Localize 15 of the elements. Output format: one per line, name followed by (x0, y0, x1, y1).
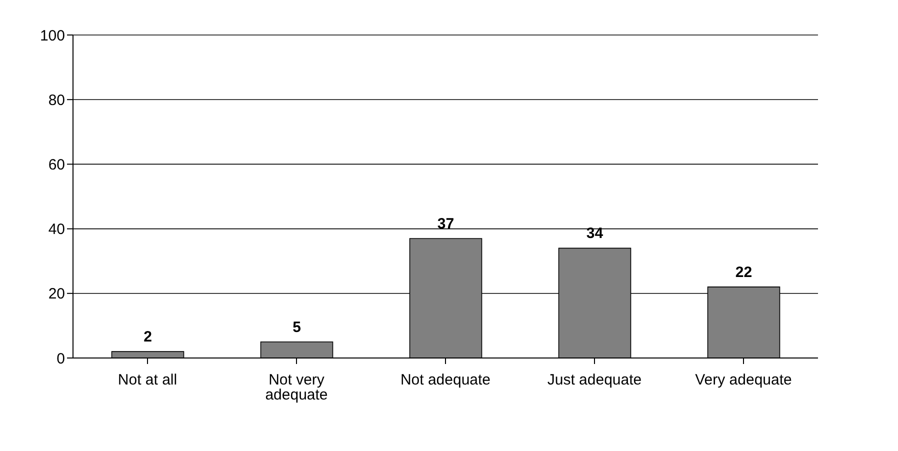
y-tick-label: 80 (48, 92, 65, 109)
y-tick-label: 40 (48, 221, 65, 238)
y-tick-label: 60 (48, 156, 65, 174)
x-tick-label: Not adequate (400, 372, 491, 389)
x-tick-label: Not at all (118, 372, 178, 389)
data-label: 2 (144, 328, 152, 346)
data-label: 5 (292, 318, 301, 336)
data-label: 22 (735, 264, 752, 281)
data-label: 37 (437, 215, 454, 232)
x-tick-label: Very adequate (695, 372, 792, 389)
y-tick-label: 0 (56, 350, 65, 368)
x-tick-label: Not very adequate (265, 372, 328, 404)
x-tick-label: Just adequate (547, 372, 642, 389)
y-tick-label: 20 (48, 286, 65, 303)
y-tick-label: 100 (40, 27, 65, 44)
